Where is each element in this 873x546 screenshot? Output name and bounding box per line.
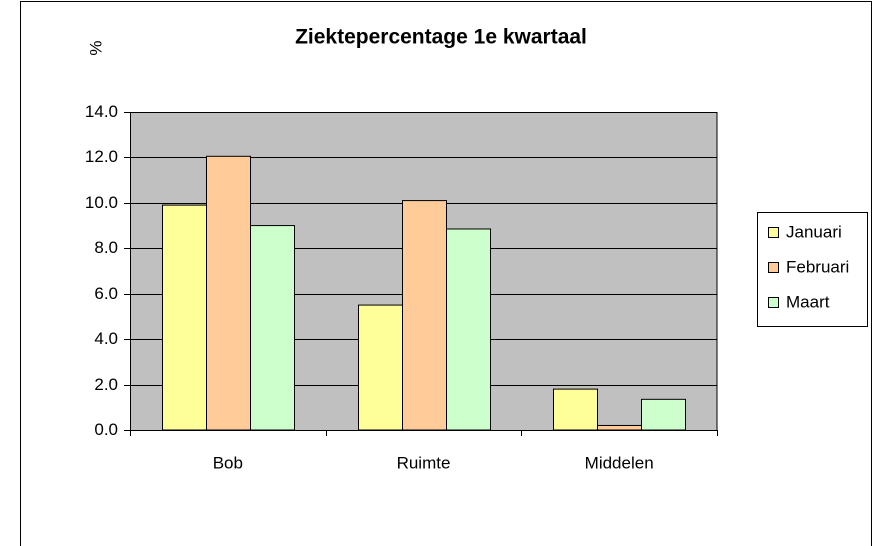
legend-swatch — [768, 262, 779, 273]
y-tick-label: 4.0 — [94, 329, 118, 348]
bar — [446, 228, 491, 431]
bar — [641, 398, 686, 431]
bar — [162, 204, 207, 431]
bar — [402, 200, 447, 431]
y-tick-label: 8.0 — [94, 238, 118, 257]
bar — [597, 424, 642, 431]
y-tick-label: 6.0 — [94, 284, 118, 303]
x-tick-label: Ruimte — [397, 453, 451, 472]
y-tick-label: 12.0 — [85, 147, 118, 166]
bar — [553, 388, 598, 431]
y-tick-label: 10.0 — [85, 193, 118, 212]
legend-label: Februari — [786, 257, 849, 276]
bar — [358, 304, 403, 431]
y-tick-label: 14.0 — [85, 102, 118, 121]
legend-swatch — [768, 227, 779, 238]
legend-swatch — [768, 297, 779, 308]
y-tick-label: 2.0 — [94, 375, 118, 394]
legend-label: Januari — [786, 222, 842, 241]
plot-frame — [130, 112, 718, 431]
y-axis-label: % — [86, 40, 105, 55]
x-tick-label: Bob — [213, 453, 243, 472]
legend-label: Maart — [786, 292, 830, 311]
bar — [250, 225, 295, 431]
x-tick-label: Middelen — [585, 453, 654, 472]
bar — [206, 155, 251, 431]
chart-title: Ziektepercentage 1e kwartaal — [295, 26, 587, 49]
chart-border — [20, 1, 872, 546]
y-tick-label: 0.0 — [94, 420, 118, 439]
